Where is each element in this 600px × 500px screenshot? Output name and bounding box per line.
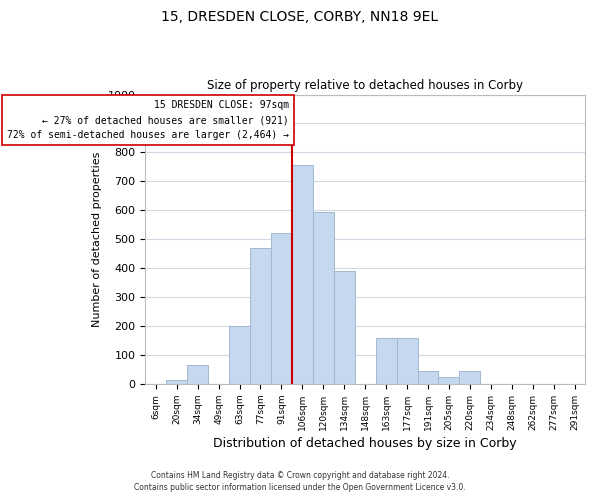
Text: 15 DRESDEN CLOSE: 97sqm
← 27% of detached houses are smaller (921)
72% of semi-d: 15 DRESDEN CLOSE: 97sqm ← 27% of detache…	[7, 100, 289, 140]
Bar	[229, 326, 250, 384]
Bar	[166, 380, 187, 384]
Bar	[187, 365, 208, 384]
Text: 15, DRESDEN CLOSE, CORBY, NN18 9EL: 15, DRESDEN CLOSE, CORBY, NN18 9EL	[161, 10, 439, 24]
Bar	[397, 338, 418, 384]
Bar	[334, 271, 355, 384]
X-axis label: Distribution of detached houses by size in Corby: Distribution of detached houses by size …	[214, 437, 517, 450]
Title: Size of property relative to detached houses in Corby: Size of property relative to detached ho…	[207, 79, 523, 92]
Bar	[376, 338, 397, 384]
Bar	[271, 234, 292, 384]
Text: Contains HM Land Registry data © Crown copyright and database right 2024.
Contai: Contains HM Land Registry data © Crown c…	[134, 471, 466, 492]
Bar	[313, 212, 334, 384]
Bar	[418, 371, 439, 384]
Y-axis label: Number of detached properties: Number of detached properties	[92, 152, 102, 327]
Bar	[292, 166, 313, 384]
Bar	[439, 376, 460, 384]
Bar	[460, 371, 481, 384]
Bar	[250, 248, 271, 384]
